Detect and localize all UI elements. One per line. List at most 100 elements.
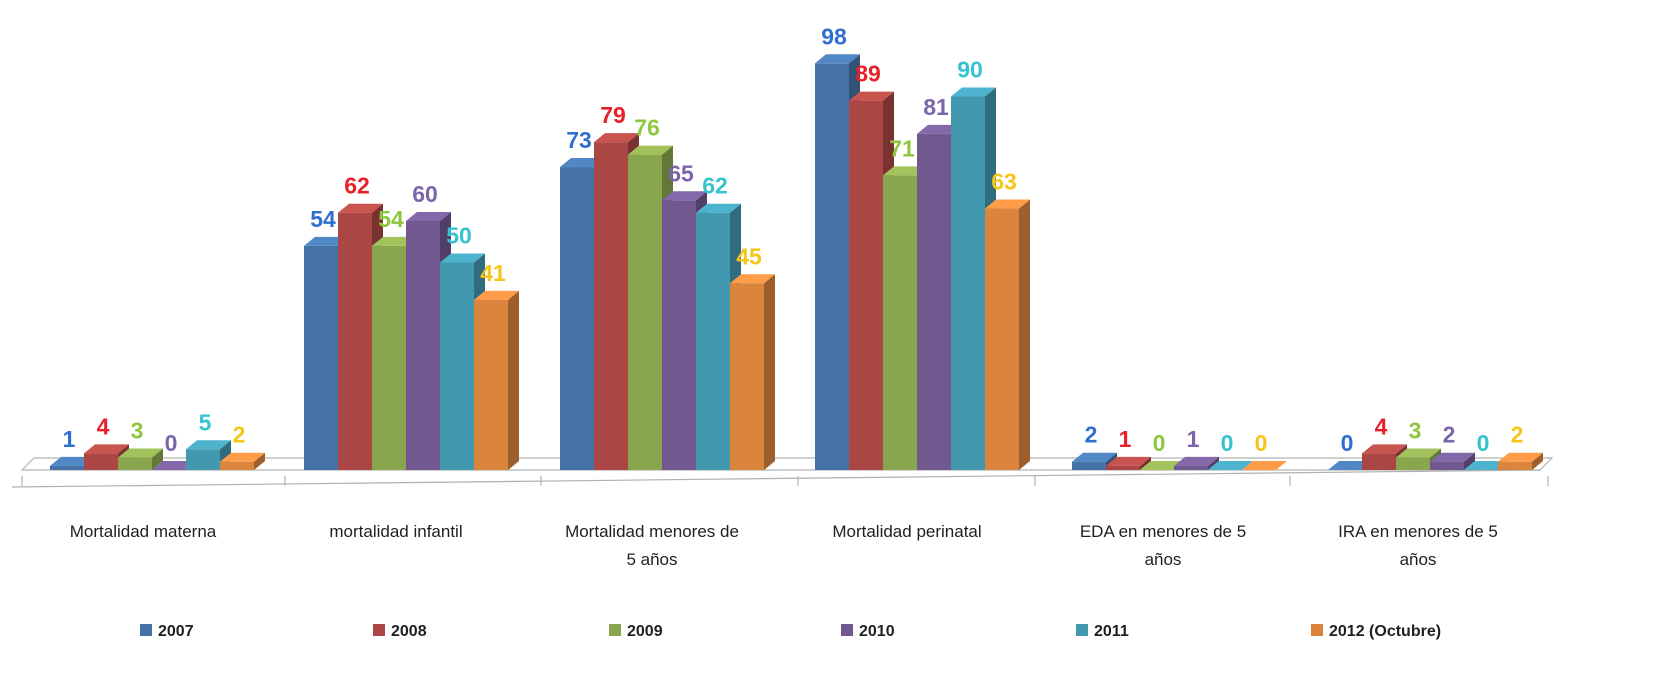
bar-top [883, 166, 928, 176]
bar-top [985, 199, 1030, 209]
legend-label: 2010 [859, 623, 895, 640]
legend-swatch [609, 624, 621, 636]
data-label: 71 [889, 135, 915, 161]
bar-top [696, 203, 741, 213]
data-label: 0 [1341, 430, 1354, 456]
bar-front [1106, 465, 1140, 470]
category-labels-group: Mortalidad materna mortalidad infantil Mor… [70, 522, 1498, 569]
category-label: mortalidad infantil [329, 522, 462, 541]
bar-top [372, 236, 417, 246]
legend-item: 2010 [841, 623, 895, 640]
bar-2010 [1430, 452, 1475, 470]
bar-top [628, 145, 673, 155]
data-label: 0 [1221, 430, 1234, 456]
bar-top [849, 91, 894, 101]
bar-top [118, 448, 163, 458]
category-label: Mortalidad menores de 5 años [565, 522, 739, 569]
bar-side [254, 452, 265, 470]
bar-top [338, 203, 383, 213]
bar-2007 [1328, 461, 1373, 470]
data-label: 63 [991, 169, 1017, 195]
data-label: 54 [310, 206, 336, 232]
bar-front [662, 200, 696, 470]
bar-top [594, 133, 639, 143]
bar-front [186, 449, 220, 470]
bar-2008 [594, 133, 639, 470]
data-label: 76 [634, 115, 660, 141]
data-label: 0 [1255, 430, 1268, 456]
data-label: 41 [480, 260, 506, 286]
bar-2012-octubre- [1498, 452, 1543, 470]
legend-swatch [1311, 624, 1323, 636]
bar-top [186, 440, 231, 450]
legend-label: 2007 [158, 623, 194, 640]
bar-front [883, 175, 917, 470]
bar-side [1140, 456, 1151, 470]
category-label: EDA en menores de 5 años [1080, 522, 1246, 569]
bar-front [594, 142, 628, 470]
legend-label: 2009 [627, 623, 663, 640]
bar-2011 [1208, 461, 1253, 470]
data-label: 54 [378, 206, 404, 232]
bar-side [764, 274, 775, 470]
legend-swatch [140, 624, 152, 636]
data-label: 1 [1187, 426, 1200, 452]
bar-front [84, 453, 118, 470]
bar-2011 [1464, 461, 1509, 470]
bars-group [50, 54, 1543, 471]
legend-item: 2009 [609, 623, 663, 640]
bar-2010 [152, 461, 197, 470]
bar-front [304, 245, 338, 470]
legend-item: 2012 (Octubre) [1311, 623, 1441, 640]
bar-front [338, 212, 372, 470]
data-label: 50 [446, 223, 472, 249]
bar-top [1242, 461, 1287, 470]
bar-top [1396, 448, 1441, 458]
data-label: 0 [1153, 430, 1166, 456]
bar-top [1140, 461, 1185, 470]
legend-label: 2011 [1094, 623, 1129, 640]
bar-2009 [1140, 461, 1185, 470]
bar-2012-octubre- [985, 199, 1030, 471]
bar-top [152, 461, 197, 470]
data-label: 2 [1085, 422, 1098, 448]
bar-front [1396, 457, 1430, 470]
legend-item: 2011 [1076, 623, 1129, 640]
bar-top [474, 290, 519, 300]
bar-front [50, 465, 84, 470]
bar-2012-octubre- [730, 274, 775, 470]
bar-front [1362, 453, 1396, 470]
bar-top [1106, 456, 1151, 466]
bar-front [1072, 461, 1106, 470]
bar-top [815, 54, 860, 64]
bar-top [1498, 452, 1543, 462]
bar-front [1174, 465, 1208, 470]
data-label: 45 [736, 243, 762, 269]
data-label: 0 [165, 430, 178, 456]
bar-front [406, 221, 440, 470]
bar-top [1328, 461, 1373, 470]
bar-side [508, 290, 519, 470]
bar-front [628, 154, 662, 470]
data-label: 3 [131, 418, 144, 444]
bar-front [1430, 461, 1464, 470]
bar-front [917, 133, 951, 470]
bar-top [1362, 444, 1407, 454]
bar-side [1464, 452, 1475, 470]
bar-top [917, 124, 962, 134]
data-label: 1 [63, 426, 76, 452]
bar-2009 [118, 448, 163, 470]
data-label: 4 [97, 413, 110, 439]
legend-swatch [841, 624, 853, 636]
x-axis-line [11, 469, 1541, 488]
bar-front [440, 262, 474, 470]
bar-side [1208, 456, 1219, 470]
bar-2012-octubre- [1242, 461, 1287, 470]
bar-front [951, 96, 985, 470]
bar-front [220, 461, 254, 470]
bar-top [220, 452, 265, 462]
data-label: 1 [1119, 426, 1132, 452]
bar-top [1430, 452, 1475, 462]
category-label: IRA en menores de 5 años [1338, 522, 1498, 569]
